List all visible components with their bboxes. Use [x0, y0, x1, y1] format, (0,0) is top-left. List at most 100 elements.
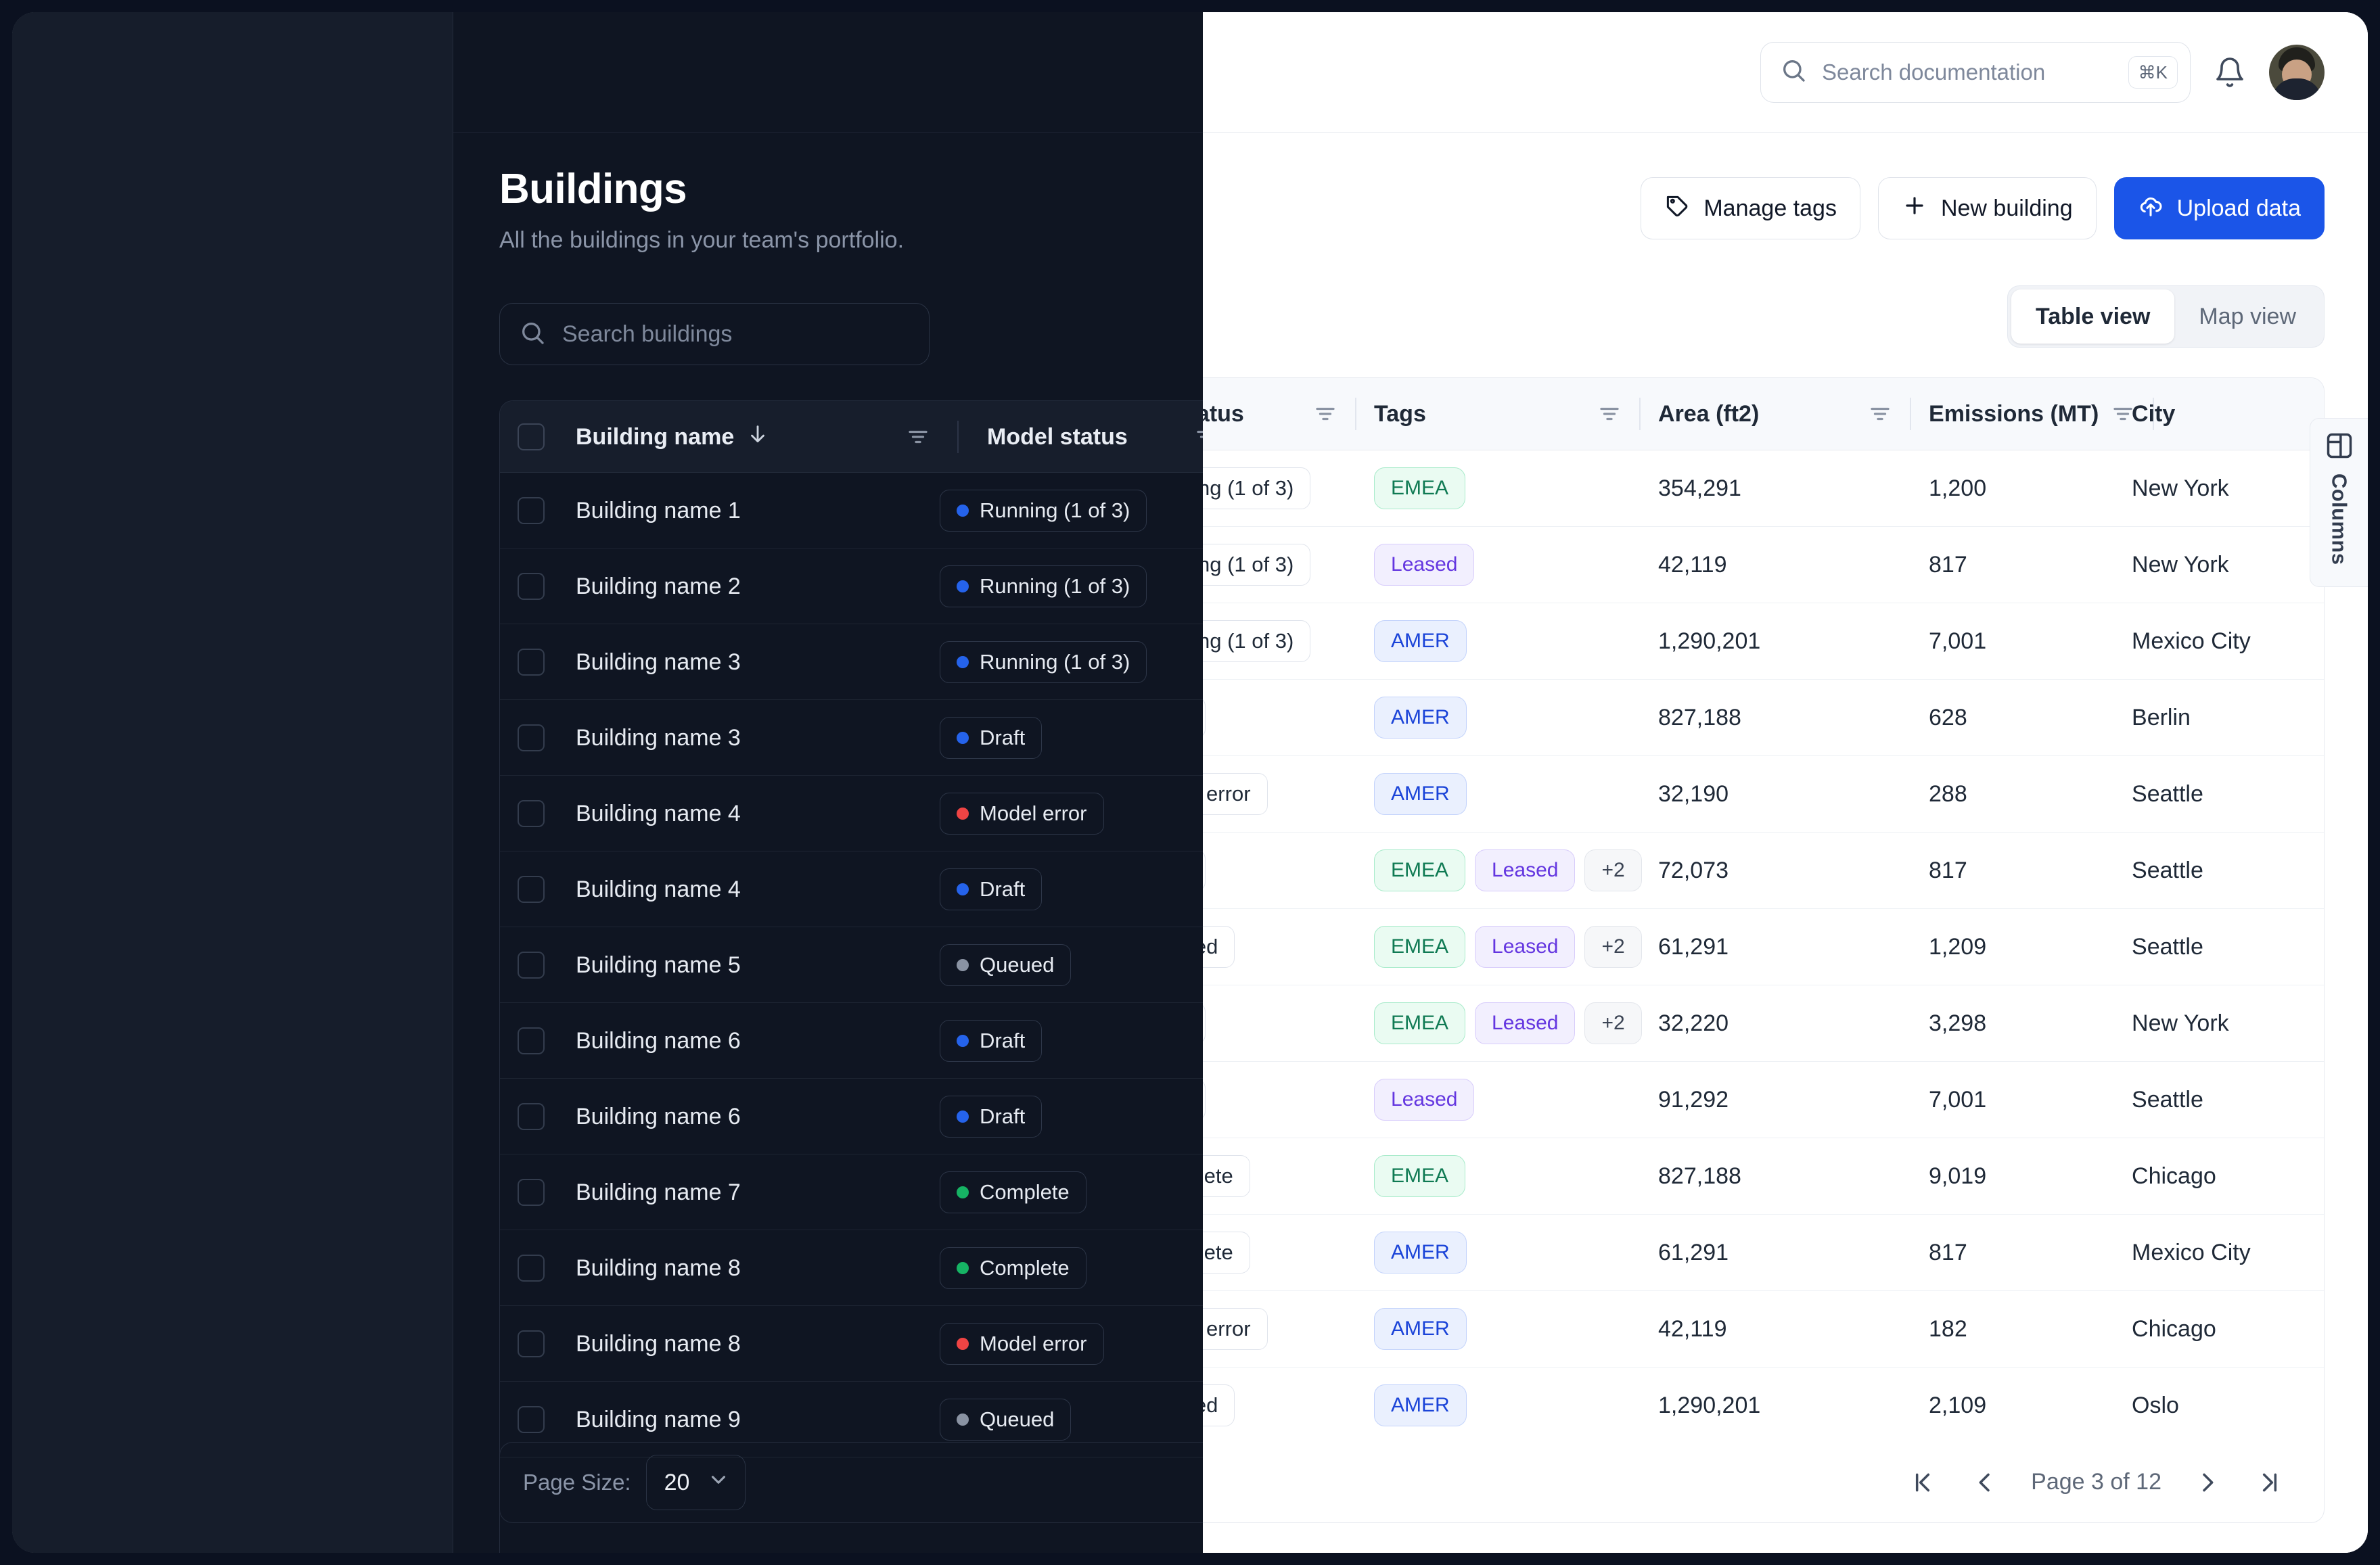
page-last-icon[interactable]	[2239, 1455, 2301, 1510]
table-row[interactable]: Building name 4 Model error AMER 32,190 288 S…	[500, 755, 2324, 833]
cell-area-text: 42,119	[1658, 1315, 1727, 1342]
table-row[interactable]: Building name 9 Queued AMER 1,290,201 2,109 O…	[500, 1367, 2324, 1442]
table-row[interactable]: Building name 1 Running (1 of 3) EMEA 354,2…	[500, 450, 2324, 527]
th-building-name[interactable]: Building name	[558, 378, 1086, 450]
status-label: Model error	[1143, 1317, 1251, 1340]
avatar[interactable]	[2269, 44, 2325, 100]
tag-chip: AMER	[1374, 1308, 1467, 1350]
th-city[interactable]: City	[2114, 378, 2324, 450]
table-row[interactable]: Building name 4 Draft EMEA Leased +2 72,073 81…	[500, 832, 2324, 909]
team-switcher[interactable]: TD Team Decarbonization Admin	[41, 126, 424, 215]
sidebar-item-portfolio-analysis[interactable]: Portfolio analysis	[34, 299, 431, 356]
cell-area-text: 32,220	[1658, 1010, 1729, 1036]
building-name-text: Building name 5	[566, 933, 731, 960]
cell-model-status: Complete	[1086, 1138, 1357, 1215]
new-building-button[interactable]: New building	[1877, 177, 2097, 239]
upload-data-button[interactable]: Upload data	[2113, 177, 2325, 239]
cell-area: 61,291	[1641, 908, 1912, 985]
team-name: Team Decarbonization	[129, 143, 373, 169]
cell-area: 1,290,201	[1641, 1367, 1912, 1442]
cell-emissions: 817	[1911, 832, 2115, 909]
cell-building-name: Building name 4	[558, 755, 1086, 833]
tag-overflow-chip[interactable]: +2	[1584, 1002, 1642, 1044]
brand-name: Carbon Signal	[104, 60, 317, 96]
table-row[interactable]: Building name 8 Complete AMER 61,291 817 Mexi…	[500, 1214, 2324, 1291]
row-checkbox[interactable]	[518, 1086, 545, 1113]
row-checkbox[interactable]	[518, 1315, 545, 1342]
cell-emissions: 817	[1911, 1214, 2115, 1291]
select-all-checkbox[interactable]	[518, 400, 545, 427]
table-row[interactable]: Building name 7 Complete EMEA 827,188 9,019 C…	[500, 1138, 2324, 1215]
status-dot	[1120, 1170, 1133, 1182]
table-row[interactable]: Building name 5 Queued EMEA Leased +2 61,291 1…	[500, 908, 2324, 985]
row-checkbox[interactable]	[518, 1239, 545, 1266]
sidebar-item-buildings[interactable]: Buildings 328	[34, 237, 431, 295]
cell-model-status: Complete	[1086, 1214, 1357, 1291]
row-checkbox[interactable]	[518, 704, 545, 731]
cell-city: New York	[2114, 450, 2324, 527]
row-checkbox[interactable]	[518, 780, 545, 808]
tag-overflow-chip[interactable]: +2	[1584, 926, 1642, 968]
page-first-icon[interactable]	[1892, 1455, 1954, 1510]
columns-table-icon	[2325, 431, 2354, 464]
row-checkbox[interactable]	[518, 551, 545, 578]
cell-model-status: Queued	[1086, 908, 1357, 985]
manage-tags-button[interactable]: Manage tags	[1641, 177, 1860, 239]
filter-icon[interactable]	[1313, 402, 1337, 426]
cell-model-status: Draft	[1086, 1061, 1357, 1138]
th-area[interactable]: Area (ft2)	[1641, 378, 1912, 450]
th-model-status[interactable]: Model status	[1086, 378, 1357, 450]
sidebar: Carbon Signal TD Team Decarbonization Ad…	[12, 12, 453, 1553]
chevron-left-icon[interactable]	[1954, 1455, 2016, 1510]
page-size-select[interactable]: 20	[645, 1454, 746, 1510]
row-select-cell	[500, 526, 558, 603]
row-checkbox[interactable]	[518, 1163, 545, 1190]
documentation-search-input[interactable]: Search documentation ⌘K	[1760, 41, 2191, 103]
filter-icon[interactable]	[1043, 402, 1067, 426]
bell-icon[interactable]	[2214, 56, 2246, 89]
row-checkbox[interactable]	[518, 933, 545, 960]
sidebar-item-ai-advisor[interactable]: AI Advisor	[34, 421, 431, 477]
row-checkbox[interactable]	[518, 857, 545, 884]
building-name-text: Building name 7	[566, 1163, 731, 1189]
status-dot	[1120, 1323, 1133, 1335]
row-select-cell	[500, 1138, 558, 1215]
table-row[interactable]: Building name 2 Running (1 of 3) Leased 42,…	[500, 526, 2324, 603]
cell-city: Mexico City	[2114, 603, 2324, 680]
page-subtitle: All the buildings in your team's portfol…	[499, 227, 905, 252]
columns-panel-tab[interactable]: Columns	[2310, 418, 2368, 587]
arrow-down-icon[interactable]	[737, 400, 760, 429]
cell-city-text: Seattle	[2132, 1086, 2203, 1113]
status-badge: Running (1 of 3)	[1103, 544, 1311, 586]
row-select-cell	[500, 985, 558, 1062]
row-checkbox[interactable]	[518, 1392, 545, 1419]
column-divider	[1084, 398, 1086, 430]
table-head: Building name	[500, 378, 2324, 450]
sidebar-item-scenarios[interactable]: Scenarios	[34, 360, 431, 417]
th-tags[interactable]: Tags	[1356, 378, 1641, 450]
filter-icon[interactable]	[2111, 402, 2135, 426]
tab-table-view[interactable]: Table view	[2011, 289, 2175, 344]
status-dot	[1120, 559, 1133, 571]
table-row[interactable]: Building name 3 Draft AMER 827,188 628 Berlin	[500, 679, 2324, 756]
table-row[interactable]: Building name 6 Draft Leased 91,292 7,001 Sea…	[500, 1061, 2324, 1138]
search-buildings-input[interactable]: Search buildings	[499, 285, 930, 348]
th-emissions[interactable]: Emissions (MT)	[1911, 378, 2155, 450]
cell-emissions-text: 3,298	[1929, 1010, 1987, 1036]
filter-icon[interactable]	[1868, 402, 1892, 426]
cell-emissions: 182	[1911, 1290, 2115, 1368]
th-building-name-label: Building name	[566, 400, 725, 427]
table-row[interactable]: Building name 3 Running (1 of 3) AMER 1,290…	[500, 603, 2324, 680]
row-checkbox[interactable]	[518, 1010, 545, 1037]
table-row[interactable]: Building name 6 Draft EMEA Leased +2 32,220 3,…	[500, 985, 2324, 1062]
sidebar-item-team-settings[interactable]: Team settings	[34, 1465, 431, 1522]
tag-overflow-chip[interactable]: +2	[1584, 849, 1642, 891]
chevron-right-icon[interactable]	[2176, 1455, 2239, 1510]
tab-map-view[interactable]: Map view	[2199, 303, 2296, 329]
table-row[interactable]: Building name 8 Model error AMER 42,119 182 C…	[500, 1290, 2324, 1368]
page-size-label: Page Size:	[523, 1469, 631, 1495]
row-checkbox[interactable]	[518, 628, 545, 655]
row-checkbox[interactable]	[518, 475, 545, 502]
filter-icon[interactable]	[1597, 402, 1622, 426]
view-toggle: Table view Map view	[2007, 285, 2325, 348]
